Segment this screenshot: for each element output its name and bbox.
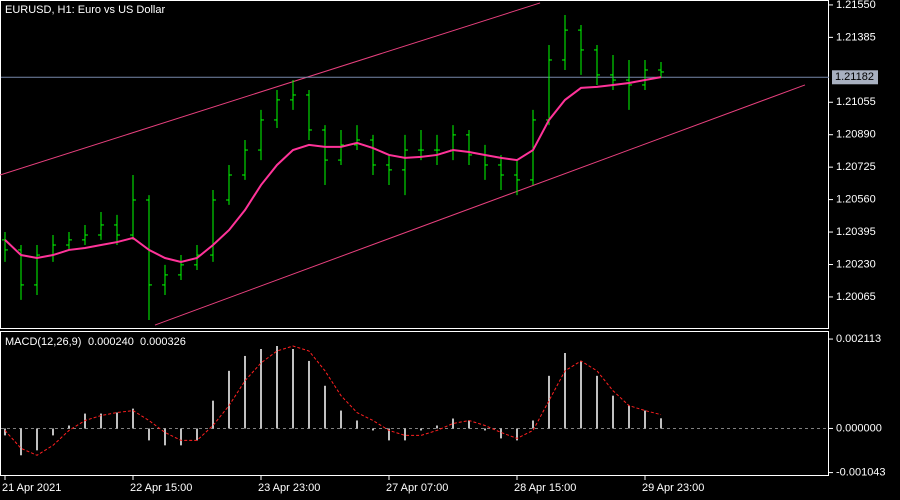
y-tick-label: 1.20890 bbox=[836, 129, 876, 141]
x-tick-label: 22 Apr 15:00 bbox=[130, 482, 192, 494]
current-price-label: 1.21182 bbox=[835, 71, 874, 83]
x-tick-label: 21 Apr 2021 bbox=[2, 482, 61, 494]
signal-current: 0.000326 bbox=[140, 336, 186, 348]
indicator-title: MACD(12,26,9) bbox=[5, 336, 81, 348]
y-tick-label: 0.000000 bbox=[836, 422, 882, 434]
y-tick-label: 1.20230 bbox=[836, 258, 876, 270]
channel-line bbox=[154, 84, 806, 326]
x-tick-label: 29 Apr 23:00 bbox=[642, 482, 704, 494]
macd-pane bbox=[0, 331, 829, 476]
y-tick-label: 1.20395 bbox=[836, 226, 876, 238]
chart-title: EURUSD, H1: Euro vs US Dollar bbox=[5, 4, 165, 16]
y-tick-label: 1.20065 bbox=[836, 291, 876, 303]
macd-current: 0.000240 bbox=[88, 336, 134, 348]
x-tick-label: 23 Apr 23:00 bbox=[258, 482, 320, 494]
y-tick-label: -0.001043 bbox=[836, 466, 886, 478]
y-tick-label: 0.002113 bbox=[836, 333, 881, 345]
y-tick-label: 1.21055 bbox=[836, 96, 876, 108]
y-tick-label: 1.20560 bbox=[836, 193, 876, 205]
signal-line bbox=[4, 345, 662, 456]
channel-line bbox=[0, 2, 541, 176]
x-tick-label: 27 Apr 07:00 bbox=[386, 482, 448, 494]
x-tick-label: 28 Apr 15:00 bbox=[514, 482, 576, 494]
y-tick-label: 1.21385 bbox=[836, 31, 876, 43]
current-price-box bbox=[832, 70, 878, 85]
moving-average bbox=[4, 76, 662, 263]
y-tick-label: 1.21550 bbox=[836, 0, 876, 11]
y-tick-label: 1.20725 bbox=[836, 161, 876, 173]
price-pane bbox=[0, 0, 829, 329]
